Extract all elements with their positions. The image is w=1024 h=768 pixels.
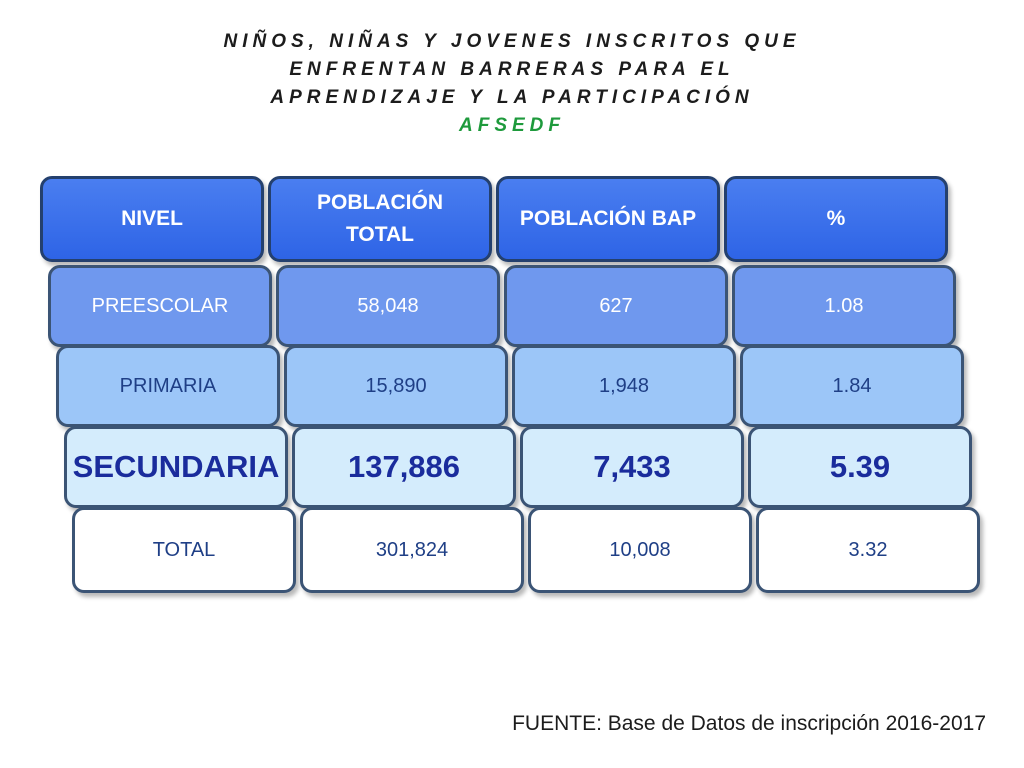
row-total-poblacion-bap: 10,008	[528, 507, 752, 593]
header-poblacion-total: POBLACIÓN TOTAL	[268, 176, 492, 262]
row-preescolar-nivel: PREESCOLAR	[48, 265, 272, 347]
row-preescolar-percent: 1.08	[732, 265, 956, 347]
title-line-3: APRENDIZAJE Y LA PARTICIPACIÓN	[270, 87, 754, 108]
row-primaria-percent: 1.84	[740, 345, 964, 427]
row-total-percent: 3.32	[756, 507, 980, 593]
row-preescolar-poblacion-total: 58,048	[276, 265, 500, 347]
row-preescolar-poblacion-bap: 627	[504, 265, 728, 347]
title-line-1: NIÑOS, NIÑAS Y JOVENES INSCRITOS QUE	[223, 31, 801, 52]
row-primaria-poblacion-bap: 1,948	[512, 345, 736, 427]
title-organization: AFSEDF	[459, 115, 565, 136]
row-primaria-poblacion-total: 15,890	[284, 345, 508, 427]
header-nivel: NIVEL	[40, 176, 264, 262]
title-line-2: ENFRENTAN BARRERAS PARA EL	[289, 59, 735, 80]
row-secundaria-nivel: SECUNDARIA	[64, 426, 288, 508]
row-secundaria-percent: 5.39	[748, 426, 972, 508]
row-primaria-nivel: PRIMARIA	[56, 345, 280, 427]
row-secundaria-poblacion-total: 137,886	[292, 426, 516, 508]
row-secundaria-poblacion-bap: 7,433	[520, 426, 744, 508]
slide-title: NIÑOS, NIÑAS Y JOVENES INSCRITOS QUE ENF…	[0, 28, 1024, 140]
source-note: FUENTE: Base de Datos de inscripción 201…	[512, 712, 986, 735]
row-total-poblacion-total: 301,824	[300, 507, 524, 593]
header-poblacion-bap: POBLACIÓN BAP	[496, 176, 720, 262]
row-total-nivel: TOTAL	[72, 507, 296, 593]
header-percent: %	[724, 176, 948, 262]
header-poblacion-total-label: POBLACIÓN TOTAL	[317, 191, 443, 246]
